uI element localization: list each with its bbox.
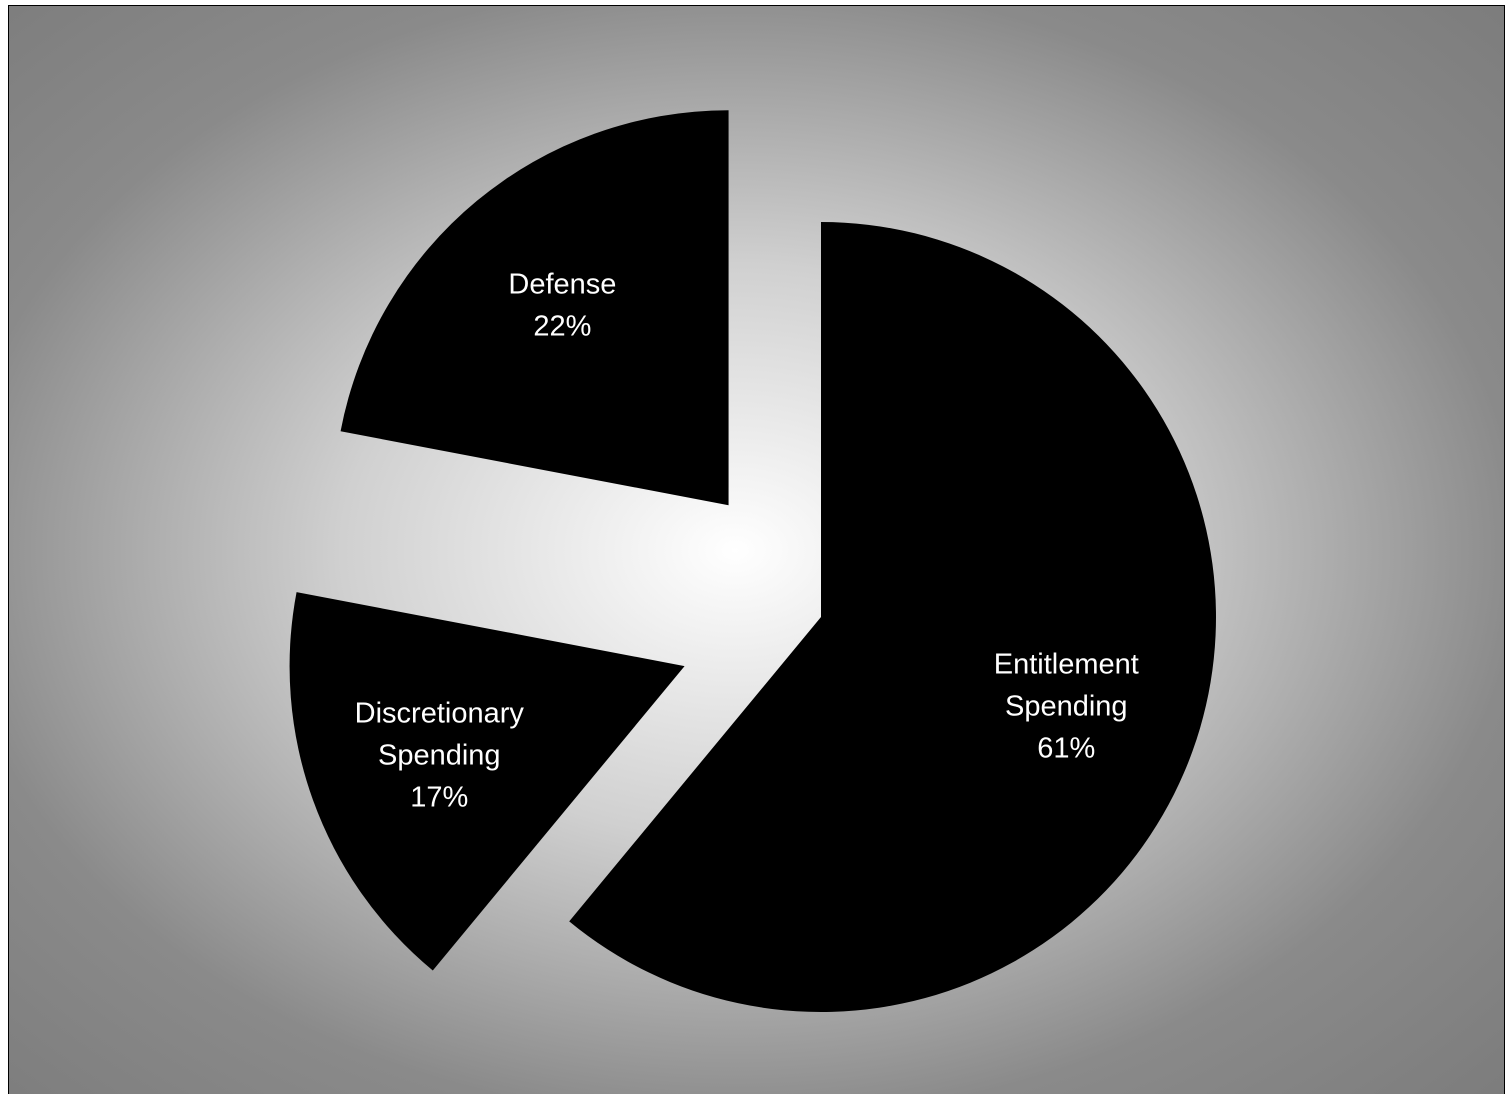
- category-label: Discretionary: [355, 697, 525, 729]
- category-label: Spending: [378, 739, 501, 771]
- category-label: Entitlement: [994, 648, 1139, 680]
- pie-slice-entitlement-spending: [569, 222, 1216, 1013]
- category-label: Spending: [1005, 690, 1128, 722]
- percent-label: 22%: [533, 310, 591, 342]
- percent-label: 61%: [1037, 732, 1095, 764]
- data-label-defense: Defense 22%: [508, 268, 616, 342]
- data-label-discretionary-spending: Discretionary Spending 17%: [355, 697, 525, 813]
- percent-label: 17%: [410, 781, 468, 813]
- pie-chart: Entitlement Spending 61% Discretionary Spend…: [9, 6, 1504, 1094]
- pie-slice-defense: [340, 110, 729, 506]
- pie-slice-discretionary-spending: [289, 592, 685, 971]
- chart-area: Entitlement Spending 61% Discretionary Spend…: [8, 5, 1505, 1094]
- data-label-entitlement-spending: Entitlement Spending 61%: [994, 648, 1139, 764]
- category-label: Defense: [508, 268, 616, 300]
